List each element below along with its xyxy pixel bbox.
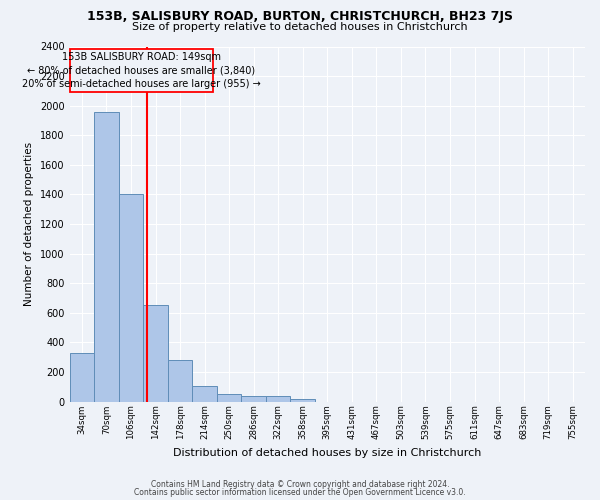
Bar [168,360,193,402]
Y-axis label: Number of detached properties: Number of detached properties [25,142,34,306]
Text: Contains public sector information licensed under the Open Government Licence v3: Contains public sector information licen… [134,488,466,497]
Bar [241,396,266,402]
Bar [94,112,119,402]
Bar [193,386,217,402]
Text: 153B, SALISBURY ROAD, BURTON, CHRISTCHURCH, BH23 7JS: 153B, SALISBURY ROAD, BURTON, CHRISTCHUR… [87,10,513,23]
Bar [217,394,241,402]
Bar [143,306,168,402]
Text: Contains HM Land Registry data © Crown copyright and database right 2024.: Contains HM Land Registry data © Crown c… [151,480,449,489]
FancyBboxPatch shape [70,48,213,92]
Text: Size of property relative to detached houses in Christchurch: Size of property relative to detached ho… [132,22,468,32]
Text: 20% of semi-detached houses are larger (955) →: 20% of semi-detached houses are larger (… [22,79,261,89]
Bar [70,352,94,402]
Text: 153B SALISBURY ROAD: 149sqm: 153B SALISBURY ROAD: 149sqm [62,52,221,62]
X-axis label: Distribution of detached houses by size in Christchurch: Distribution of detached houses by size … [173,448,481,458]
Text: ← 80% of detached houses are smaller (3,840): ← 80% of detached houses are smaller (3,… [28,66,256,76]
Bar [266,396,290,402]
Bar [290,398,315,402]
Bar [119,194,143,402]
